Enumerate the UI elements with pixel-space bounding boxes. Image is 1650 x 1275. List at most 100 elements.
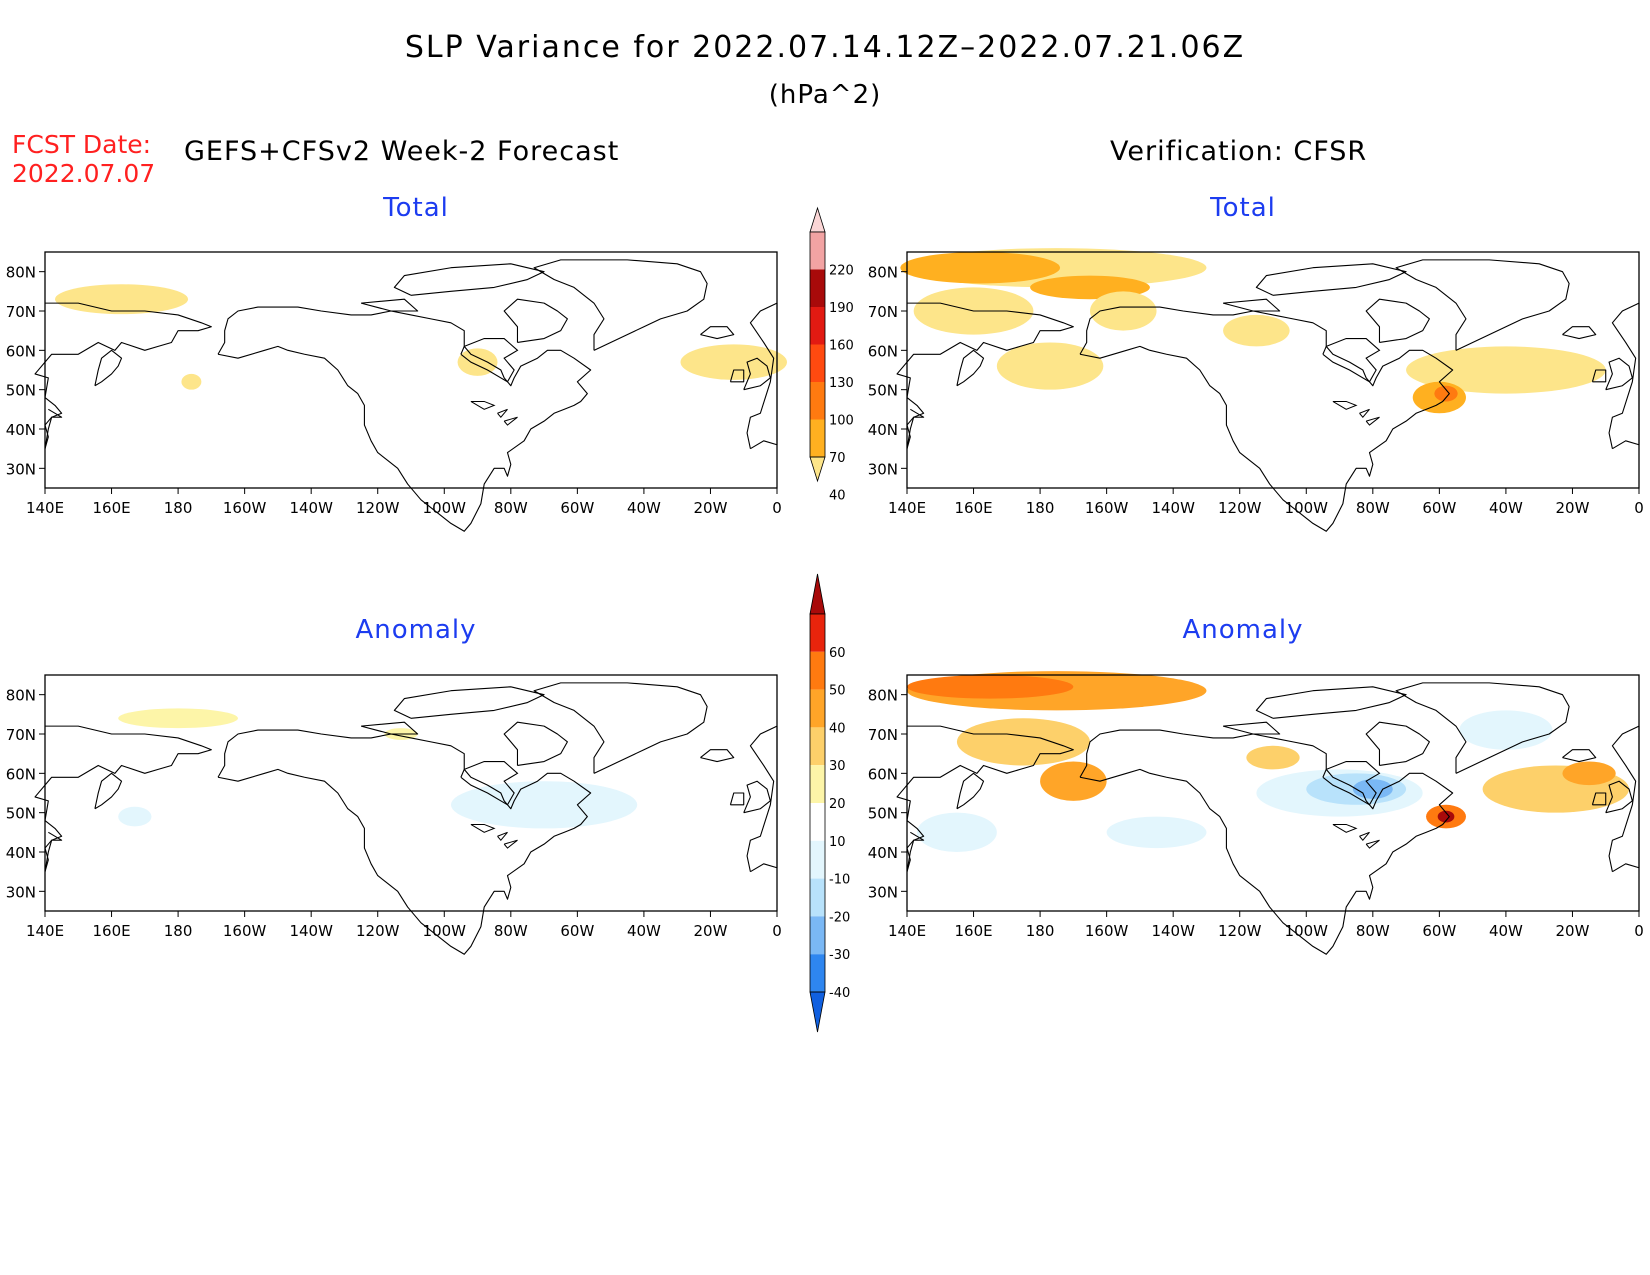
forecast-total-great-lake-0 (470, 400, 496, 410)
verification-anomaly-frame (906, 674, 1640, 912)
forecast-anomaly-subtitle: Anomaly (355, 615, 477, 645)
total-colorbar-bottom-triangle (809, 456, 826, 483)
verification-anomaly-lon-label-2: 180 (1026, 922, 1055, 940)
forecast-total-lat-label-70: 70N (6, 303, 36, 321)
verification-anomaly-hudson-bay (1322, 760, 1381, 806)
anomaly-colorbar-box-1 (810, 651, 825, 690)
verification-anomaly-map: 80N 70N 60N 50N 40N 30N 140E 160E 180 160W 140W 120… (868, 671, 1644, 955)
total-colorbar-box-1 (810, 269, 825, 307)
verification-total-lon-label-7: 80W (1356, 499, 1390, 517)
forecast-anomaly-fill-pacific (118, 806, 152, 827)
anomaly-colorbar-box-9 (810, 954, 825, 992)
anomaly-colorbar-box-8 (810, 916, 825, 955)
verification-anomaly-lon-label-9: 40W (1489, 922, 1523, 940)
verification-anomaly-coastline-10 (956, 772, 985, 810)
verification-anomaly-lon-label-6: 100W (1285, 922, 1329, 940)
verification-anomaly-lon-label-11: 0 (1634, 922, 1644, 940)
forecast-anomaly-lon-label-5: 120W (356, 922, 400, 940)
forecast-total-lat-label-80: 80N (6, 264, 36, 282)
verification-anomaly-lon-label-3: 160W (1085, 922, 1129, 940)
verification-anomaly-fill-greenland (1459, 710, 1553, 750)
anomaly-colorbar-box-6 (810, 840, 825, 879)
verification-anomaly-lat-label-30: 30N (868, 883, 898, 901)
verification-anomaly-fill-pacific-b (1106, 816, 1207, 849)
total-colorbar-label-2: 160 (829, 339, 854, 354)
fcst-date-value: 2022.07.07 (12, 159, 156, 188)
forecast-anomaly-lat-label-30: 30N (6, 883, 36, 901)
verification-total-hudson-bay (1322, 337, 1381, 383)
verification-total-lon-label-11: 0 (1634, 499, 1644, 517)
verification-total-lon-label-9: 40W (1489, 499, 1523, 517)
forecast-anomaly-map: 80N 70N 60N 50N 40N 30N 140E 160E 180 160W 140W 120… (6, 674, 782, 955)
verification-total-map: 80N 70N 60N 50N 40N 30N 140E 160E 180 160W 140W 120… (868, 248, 1644, 532)
forecast-total-lon-label-11: 0 (772, 499, 782, 517)
forecast-anomaly-coastline-8 (746, 725, 778, 873)
forecast-total-lat-label-60: 60N (6, 342, 36, 360)
total-colorbar-label-0: 220 (829, 264, 854, 279)
forecast-anomaly-coastline-9 (34, 725, 212, 872)
verification-anomaly-coastline-6 (1605, 780, 1633, 814)
verification-total-coastline-3 (1255, 263, 1407, 296)
verification-anomaly-lat-label-40: 40N (868, 844, 898, 862)
verification-total-lon-label-2: 180 (1026, 499, 1055, 517)
forecast-total-coastline-3 (393, 263, 545, 296)
verification-total-subtitle: Total (1210, 193, 1276, 223)
verification-anomaly-lon-label-5: 120W (1218, 922, 1262, 940)
verification-anomaly-coastline-2 (1365, 721, 1430, 767)
forecast-total-lon-label-3: 160W (223, 499, 267, 517)
forecast-anomaly-great-lake-0 (470, 823, 496, 833)
verification-anomaly-fill-arctic-b (907, 675, 1074, 699)
verification-anomaly-coastline-11 (906, 831, 925, 872)
anomaly-colorbar-box-3 (810, 727, 825, 766)
figure-units: (hPa^2) (768, 80, 882, 110)
verification-anomaly-fill-atlantic-core (1562, 761, 1616, 786)
verification-total-coastline-2 (1365, 298, 1430, 344)
forecast-total-lon-label-7: 80W (494, 499, 528, 517)
verification-total-coastline-4 (1222, 298, 1281, 312)
forecast-anomaly-lon-label-7: 80W (494, 922, 528, 940)
anomaly-colorbar-top-triangle (809, 573, 826, 615)
forecast-anomaly-lon-label-10: 20W (693, 922, 727, 940)
forecast-anomaly-coastline-5 (700, 749, 735, 763)
forecast-anomaly-great-lake-2 (503, 839, 518, 849)
total-colorbar-label-4: 100 (829, 414, 854, 429)
total-colorbar-label-6: 40 (829, 489, 846, 504)
forecast-total-coastline-5 (700, 326, 735, 340)
forecast-anomaly-lat-label-70: 70N (6, 726, 36, 744)
forecast-anomaly-coastline-2 (503, 721, 568, 767)
anomaly-colorbar-outline (809, 613, 826, 993)
verification-anomaly-coastline-0 (1079, 729, 1454, 955)
forecast-total-coastline-1 (533, 259, 708, 351)
forecast-total-lon-label-10: 20W (693, 499, 727, 517)
verification-total-lon-label-6: 100W (1285, 499, 1329, 517)
forecast-anomaly-lat-label-60: 60N (6, 765, 36, 783)
verification-total-coastline-10 (956, 349, 985, 387)
forecast-total-lat-label-40: 40N (6, 421, 36, 439)
anomaly-colorbar-label-6: -10 (829, 873, 850, 888)
verification-header: Verification: CFSR (1110, 136, 1368, 167)
verification-total-coastline-6 (1605, 357, 1633, 391)
total-colorbar: 220 190 160 130 100 70 40 (809, 206, 854, 504)
total-colorbar-label-3: 130 (829, 376, 854, 391)
verification-total-lat-label-60: 60N (868, 342, 898, 360)
anomaly-colorbar-bottom-triangle (809, 991, 826, 1033)
forecast-total-lat-label-50: 50N (6, 382, 36, 400)
forecast-total-coastline-0 (217, 306, 592, 532)
verification-total-lon-label-5: 120W (1218, 499, 1262, 517)
forecast-total-coastline-2 (503, 298, 568, 344)
forecast-header: GEFS+CFSv2 Week-2 Forecast (184, 136, 620, 167)
verification-total-lon-label-10: 20W (1555, 499, 1589, 517)
verification-total-lat-label-30: 30N (868, 460, 898, 478)
forecast-total-great-lake-2 (503, 416, 518, 426)
total-colorbar-box-4 (810, 382, 825, 420)
forecast-anomaly-lat-label-40: 40N (6, 844, 36, 862)
forecast-total-coastline-9 (34, 302, 212, 449)
anomaly-colorbar-label-3: 30 (829, 759, 846, 774)
verification-anomaly-coastline-4 (1222, 721, 1281, 735)
verification-anomaly-lon-label-1: 160E (954, 922, 992, 940)
verification-total-great-lake-2 (1365, 416, 1380, 426)
total-colorbar-box-5 (810, 419, 825, 457)
verification-anomaly-lon-label-8: 60W (1422, 922, 1456, 940)
forecast-anomaly-fill-siberia (118, 708, 238, 729)
forecast-anomaly-lon-label-2: 180 (164, 922, 193, 940)
